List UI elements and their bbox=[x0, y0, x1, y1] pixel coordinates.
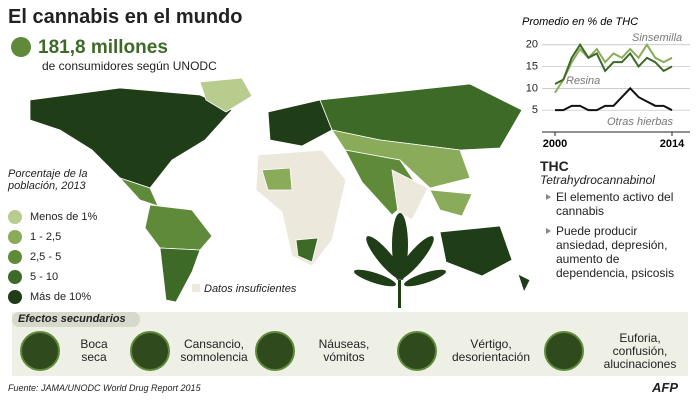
effects-title-bg bbox=[12, 312, 140, 327]
effect: Boca seca bbox=[20, 328, 120, 374]
series-label: Sinsemilla bbox=[632, 32, 682, 44]
series-label: Otras hierbas bbox=[607, 116, 674, 128]
europe bbox=[267, 99, 333, 147]
effect-icon bbox=[397, 331, 437, 371]
leaf-icon bbox=[11, 37, 31, 57]
world-map bbox=[29, 77, 531, 303]
southeast-asia bbox=[429, 189, 473, 217]
effect: Euforia, confusión, alucinaciones bbox=[544, 328, 688, 374]
effect-icon bbox=[255, 331, 295, 371]
series-line bbox=[554, 42, 673, 94]
legend-swatch bbox=[8, 250, 22, 264]
legend-label: 1 - 2,5 bbox=[30, 231, 62, 243]
greenland bbox=[199, 77, 253, 113]
count: 181,8 millones bbox=[38, 37, 168, 58]
y-tick-label: 10 bbox=[526, 82, 538, 94]
effect-label: Vértigo, desorientación bbox=[451, 337, 531, 364]
effect-icon bbox=[130, 331, 170, 371]
bullet: Puede producir ansiedad, depresión, aume… bbox=[546, 224, 686, 280]
series-line bbox=[554, 42, 673, 85]
legend: Menos de 1% 1 - 2,5 2,5 - 5 5 - 10 Más de 10… bbox=[8, 207, 97, 307]
legend-item: 5 - 10 bbox=[8, 267, 97, 287]
legend-label: 2,5 - 5 bbox=[30, 251, 62, 263]
x-tick-label: 2014 bbox=[660, 138, 685, 150]
south-america-north bbox=[144, 204, 213, 251]
effects: Boca seca Cansancio, somnolencia Náuseas, … bbox=[12, 328, 688, 374]
bullet: El elemento activo del cannabis bbox=[546, 190, 686, 218]
source: Fuente: JAMA/UNODC World Drug Report 201… bbox=[8, 383, 201, 393]
north-america bbox=[29, 87, 233, 189]
bullet-marker bbox=[546, 194, 551, 200]
effect-label: Boca seca bbox=[80, 337, 108, 364]
leaf-blade bbox=[404, 269, 446, 287]
thc-bullets: El elemento activo del cannabis Puede pro… bbox=[546, 190, 686, 286]
count-note: de consumidores según UNODC bbox=[42, 59, 217, 73]
legend-swatch bbox=[8, 270, 22, 284]
effect-label: Náuseas, vómitos bbox=[318, 337, 370, 364]
title: El cannabis en el mundo bbox=[8, 6, 243, 28]
effects-title: Efectos secundarios bbox=[18, 313, 126, 325]
india bbox=[391, 169, 429, 221]
legend-label: Menos de 1% bbox=[30, 211, 98, 223]
south-america-south bbox=[159, 247, 201, 303]
legend-swatch bbox=[8, 230, 22, 244]
bullet-text: Puede producir ansiedad, depresión, aume… bbox=[556, 224, 675, 280]
y-tick-label: 15 bbox=[526, 60, 538, 72]
leaf-stem bbox=[398, 280, 401, 308]
leaf-blade bbox=[396, 236, 434, 280]
effect: Náuseas, vómitos bbox=[255, 328, 385, 374]
legend-item: Más de 10% bbox=[8, 287, 97, 307]
y-tick-label: 20 bbox=[526, 39, 538, 51]
legend-item: Menos de 1% bbox=[8, 207, 97, 227]
legend-label: Más de 10% bbox=[30, 291, 92, 303]
legend-swatch bbox=[8, 210, 22, 224]
thc-subtitle: Tetrahydrocannabinol bbox=[540, 173, 655, 187]
legend-swatch bbox=[8, 290, 22, 304]
y-tick-label: 5 bbox=[532, 104, 538, 116]
south-africa bbox=[295, 237, 319, 263]
effect-label: Cansancio, somnolencia bbox=[180, 337, 248, 364]
series-label: Resina bbox=[566, 75, 600, 87]
no-data-swatch bbox=[192, 284, 200, 292]
no-data-label: Datos insuficientes bbox=[192, 283, 296, 295]
leaf-blade bbox=[354, 269, 396, 287]
legend-item: 1 - 2,5 bbox=[8, 227, 97, 247]
effect: Vértigo, desorientación bbox=[397, 328, 537, 374]
cannabis-leaf bbox=[354, 213, 446, 308]
effect: Cansancio, somnolencia bbox=[130, 328, 250, 374]
no-data-text: Datos insuficientes bbox=[204, 283, 297, 295]
series-line bbox=[555, 86, 673, 112]
new-zealand bbox=[517, 273, 531, 294]
legend-title: Porcentaje de la población, 2013 bbox=[8, 168, 88, 192]
credit: AFP bbox=[652, 380, 678, 395]
legend-label: 5 - 10 bbox=[30, 271, 59, 283]
leaf-blade bbox=[366, 236, 404, 280]
effect-icon bbox=[544, 331, 584, 371]
x-tick-label: 2000 bbox=[543, 138, 567, 150]
effect-label: Euforia, confusión, alucinaciones bbox=[603, 330, 677, 371]
bullet-text: El elemento activo del cannabis bbox=[556, 190, 674, 218]
thc-title: THC bbox=[540, 158, 569, 174]
chart-title: Promedio en % de THC bbox=[522, 16, 638, 28]
west-africa bbox=[261, 167, 293, 191]
australia bbox=[439, 225, 513, 277]
bullet-marker bbox=[546, 228, 551, 234]
legend-item: 2,5 - 5 bbox=[8, 247, 97, 267]
effect-icon bbox=[20, 331, 60, 371]
